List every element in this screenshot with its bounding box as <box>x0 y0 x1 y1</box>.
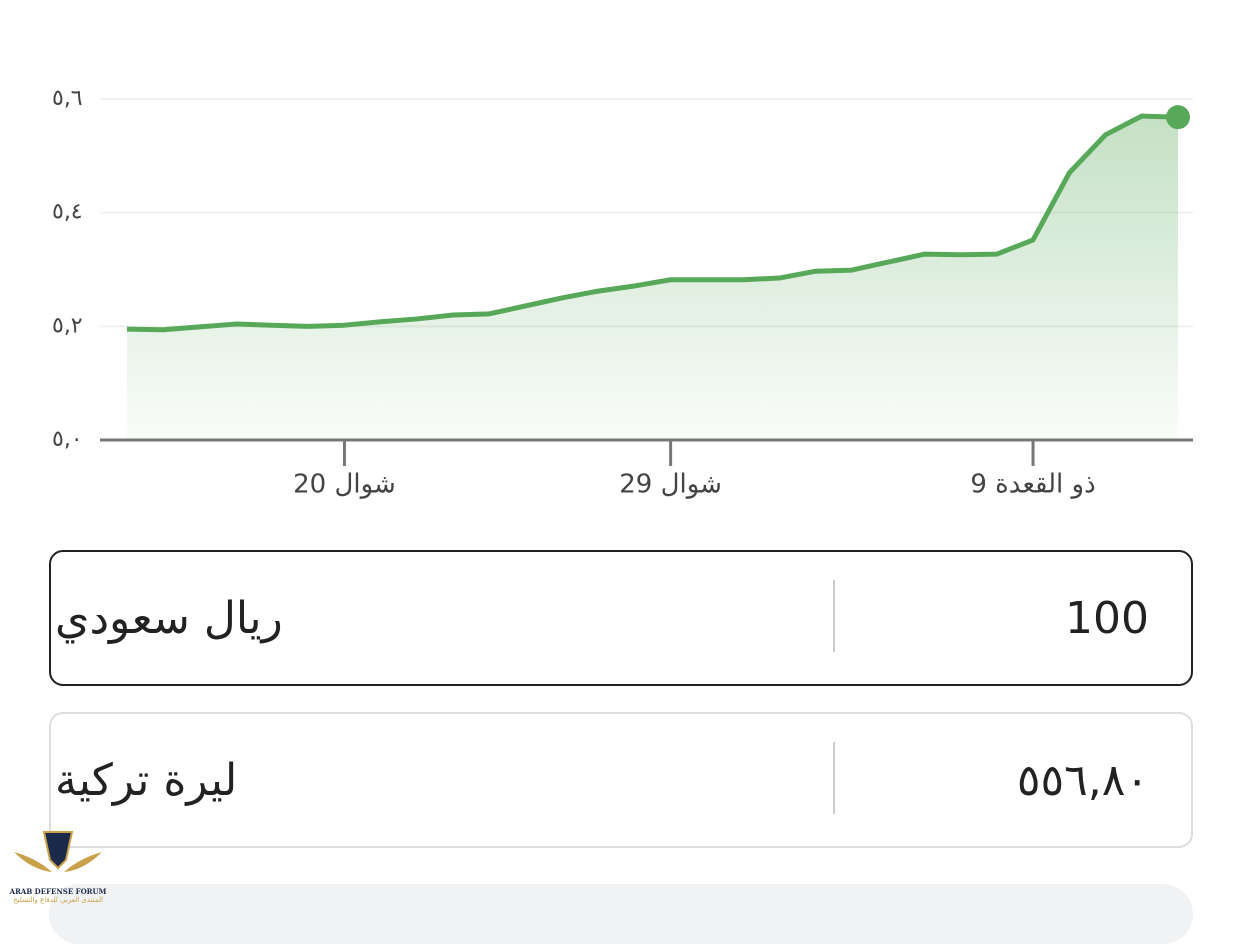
y-tick-label: ٥,٤ <box>52 200 83 225</box>
to-field[interactable]: ليرة تركية ٥٥٦,٨٠ <box>49 712 1193 848</box>
watermark-title: ARAB DEFENSE FORUM <box>9 887 107 896</box>
bottom-panel <box>49 884 1193 944</box>
watermark-subtitle: المنتدى العربي للدفاع والتسليح <box>13 896 103 904</box>
from-field[interactable]: ريال سعودي 100 <box>49 550 1193 686</box>
watermark-logo <box>14 831 102 872</box>
from-currency[interactable]: ريال سعودي <box>55 592 283 644</box>
to-currency[interactable]: ليرة تركية <box>55 754 238 806</box>
x-tick-label: 29 شوال <box>619 470 722 500</box>
end-dot <box>1166 105 1190 130</box>
watermark: ARAB DEFENSE FORUM المنتدى العربي للدفاع… <box>6 828 110 904</box>
to-amount: ٥٥٦,٨٠ <box>1016 754 1149 806</box>
y-tick-label: ٥,٢ <box>52 313 83 338</box>
x-tick-label: 20 شوال <box>293 470 396 500</box>
y-tick-label: ٥,٦ <box>52 86 83 111</box>
page: ٥,٠ ٥,٢ ٥,٤ ٥,٦ 20 شوال 29 شوال 9 ذو القعدة ري… <box>6 86 1193 944</box>
y-tick-label: ٥,٠ <box>52 427 83 452</box>
area <box>127 116 1178 441</box>
from-amount[interactable]: 100 <box>1065 592 1149 644</box>
divider <box>833 580 835 652</box>
divider <box>833 742 835 814</box>
line <box>126 113 1179 333</box>
chart: ٥,٠ ٥,٢ ٥,٤ ٥,٦ 20 شوال 29 شوال 9 ذو القعدة <box>52 86 1193 500</box>
x-tick-label: 9 ذو القعدة <box>970 470 1095 500</box>
